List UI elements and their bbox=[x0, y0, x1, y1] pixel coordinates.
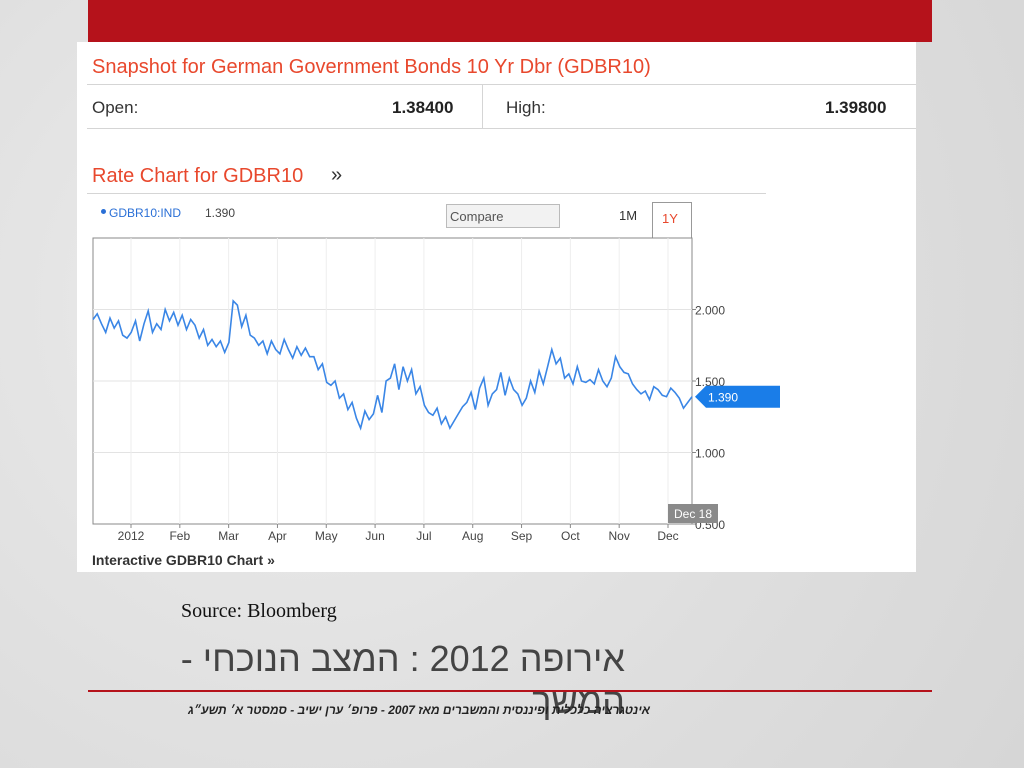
x-tick-label: Dec bbox=[657, 529, 678, 543]
compare-input[interactable]: Compare bbox=[446, 204, 560, 228]
double-chevron-right-icon[interactable]: » bbox=[331, 164, 343, 186]
x-tick-label: Mar bbox=[218, 529, 239, 543]
interactive-chart-link[interactable]: Interactive GDBR10 Chart » bbox=[92, 552, 275, 568]
series-dot-icon bbox=[101, 209, 106, 214]
legend-symbol: GDBR10:IND bbox=[109, 206, 182, 220]
current-value-flag: 1.390 bbox=[695, 385, 780, 408]
x-tick-label: Feb bbox=[169, 529, 190, 543]
x-tick-label: Nov bbox=[609, 529, 630, 543]
x-tick-label: Jun bbox=[365, 529, 384, 543]
open-value: 1.38400 bbox=[392, 98, 454, 117]
end-date-flag: Dec 18 bbox=[668, 504, 718, 523]
source-caption: Source: Bloomberg bbox=[181, 600, 337, 622]
value-flag-shape bbox=[695, 385, 780, 408]
divider bbox=[87, 84, 916, 85]
snapshot-title: Snapshot for German Government Bonds 10 … bbox=[92, 56, 651, 78]
date-flag-label: Dec 18 bbox=[674, 507, 712, 521]
high-value: 1.39800 bbox=[825, 98, 887, 117]
top-accent-bar bbox=[88, 0, 932, 42]
y-tick-label: 1.000 bbox=[695, 447, 725, 461]
tab-1m[interactable]: 1M bbox=[619, 208, 638, 223]
divider bbox=[87, 128, 916, 129]
x-tick-label: Jul bbox=[416, 529, 431, 543]
open-label: Open: bbox=[92, 98, 139, 117]
x-tick-label: Sep bbox=[511, 529, 533, 543]
x-tick-label: Apr bbox=[268, 529, 287, 543]
title-underline bbox=[88, 690, 932, 692]
tab-1y[interactable]: 1Y bbox=[652, 202, 692, 240]
value-flag-label: 1.390 bbox=[708, 391, 738, 405]
x-tick-label: Oct bbox=[561, 529, 580, 543]
rate-line-chart[interactable]: 2012 Feb Mar Apr May Jun Jul Aug Sep Oct Nov Dec 2.… bbox=[77, 42, 916, 572]
x-tick-label: May bbox=[315, 529, 338, 543]
x-axis-ticks: 2012 Feb Mar Apr May Jun Jul Aug Sep Oct Nov Dec bbox=[118, 524, 679, 543]
interactive-chart-link-label[interactable]: Interactive GDBR10 Chart bbox=[92, 552, 264, 568]
rate-chart-title[interactable]: Rate Chart for GDBR10 bbox=[92, 165, 304, 187]
divider bbox=[87, 193, 766, 194]
legend-value: 1.390 bbox=[205, 206, 236, 220]
slide-footer: אינטגרציה כלכלית ופיננסית והמשברים מאז 2… bbox=[187, 703, 650, 717]
series-line bbox=[92, 299, 693, 431]
slide-title: אירופה 2012 : המצב הנוכחי - המשך bbox=[180, 638, 625, 721]
y-tick-label: 1.500 bbox=[695, 375, 725, 389]
x-tick-label: 2012 bbox=[118, 529, 145, 543]
divider-vertical bbox=[482, 85, 483, 128]
double-chevron-right-icon[interactable]: » bbox=[267, 552, 275, 568]
high-label: High: bbox=[506, 98, 546, 117]
bloomberg-panel: Snapshot for German Government Bonds 10 … bbox=[77, 42, 916, 572]
x-tick-label: Aug bbox=[462, 529, 483, 543]
y-tick-label: 2.000 bbox=[695, 304, 725, 318]
date-flag-shape bbox=[668, 504, 718, 523]
